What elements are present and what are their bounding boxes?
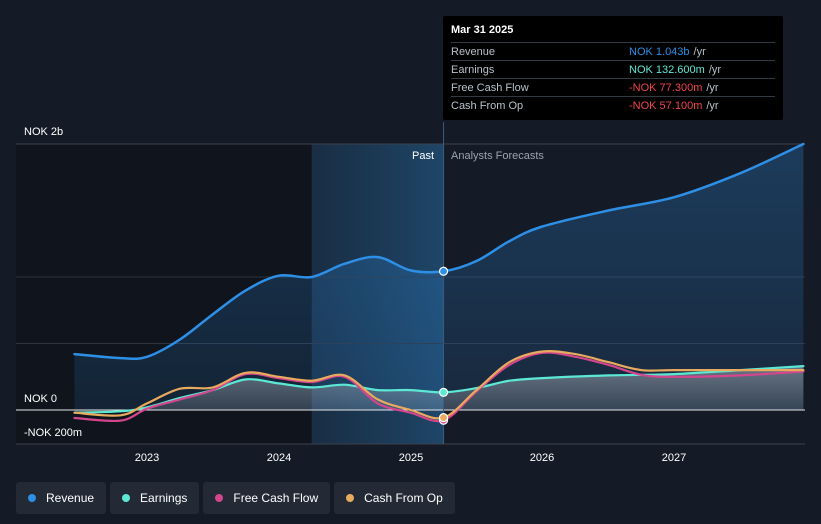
legend-item-earnings[interactable]: Earnings [110, 482, 200, 514]
legend-dot-icon [28, 494, 36, 502]
tooltip-date: Mar 31 2025 [451, 24, 514, 36]
past-region-label: Past [412, 150, 435, 162]
tooltip-unit: /yr [693, 45, 706, 58]
tooltip-label: Earnings [451, 63, 495, 76]
x-tick-2023: 2023 [134, 452, 160, 464]
y-label-bottom: -NOK 200m [24, 427, 83, 439]
legend-item-cash-from-op[interactable]: Cash From Op [334, 482, 455, 514]
legend-dot-icon [346, 494, 355, 502]
highlight-point-earnings [438, 387, 449, 397]
series-line-cash-from-op [73, 350, 805, 420]
legend-label: Earnings [140, 491, 188, 505]
highlight-point-revenue [438, 266, 449, 276]
y-label-top: NOK 2b [24, 126, 64, 138]
revenue-area [74, 144, 804, 410]
tooltip-value: NOK 1.043b [629, 45, 690, 58]
y-label-zero: NOK 0 [24, 393, 58, 405]
tooltip-unit: /yr [708, 63, 722, 76]
forecast-region-label: Analysts Forecasts [451, 150, 544, 162]
x-tick-2027: 2027 [661, 452, 687, 464]
series-line-free-cash-flow [73, 351, 805, 423]
tooltip-row-cash-from-op: Cash From Op -NOK 57.100m /yr [451, 96, 775, 114]
legend-label: Revenue [46, 491, 95, 505]
tooltip-value: -NOK 57.100m [629, 99, 703, 112]
legend-item-free-cash-flow[interactable]: Free Cash Flow [203, 482, 331, 514]
chart-legend: Revenue Earnings Free Cash Flow Cash Fro… [16, 482, 455, 514]
tooltip-row-free-cash-flow: Free Cash Flow -NOK 77.300m /yr [451, 78, 775, 96]
tooltip-label: Free Cash Flow [451, 81, 529, 94]
series-line-revenue [73, 142, 805, 361]
data-tooltip: Mar 31 2025 Revenue NOK 1.043b /yr Earni… [443, 16, 783, 120]
legend-label: Cash From Op [364, 491, 443, 505]
x-tick-2025: 2025 [398, 452, 424, 464]
earnings-area [74, 366, 804, 413]
tooltip-unit: /yr [706, 99, 719, 112]
legend-dot-icon [122, 494, 131, 502]
legend-dot-icon [215, 494, 224, 502]
x-tick-2026: 2026 [529, 452, 555, 464]
tooltip-label: Revenue [451, 45, 496, 58]
tooltip-row-earnings: Earnings NOK 132.600m /yr [451, 60, 775, 78]
tooltip-value: NOK 132.600m [629, 63, 705, 76]
x-tick-2024: 2024 [266, 452, 292, 464]
tooltip-unit: /yr [706, 81, 719, 94]
tooltip-value: -NOK 77.300m [629, 81, 703, 94]
highlight-point-cash-from-op [438, 412, 449, 423]
tooltip-label: Cash From Op [451, 99, 524, 112]
series-line-earnings [73, 365, 805, 414]
legend-label: Free Cash Flow [233, 491, 319, 505]
tooltip-row-revenue: Revenue NOK 1.043b /yr [451, 42, 775, 60]
legend-item-revenue[interactable]: Revenue [16, 482, 107, 514]
